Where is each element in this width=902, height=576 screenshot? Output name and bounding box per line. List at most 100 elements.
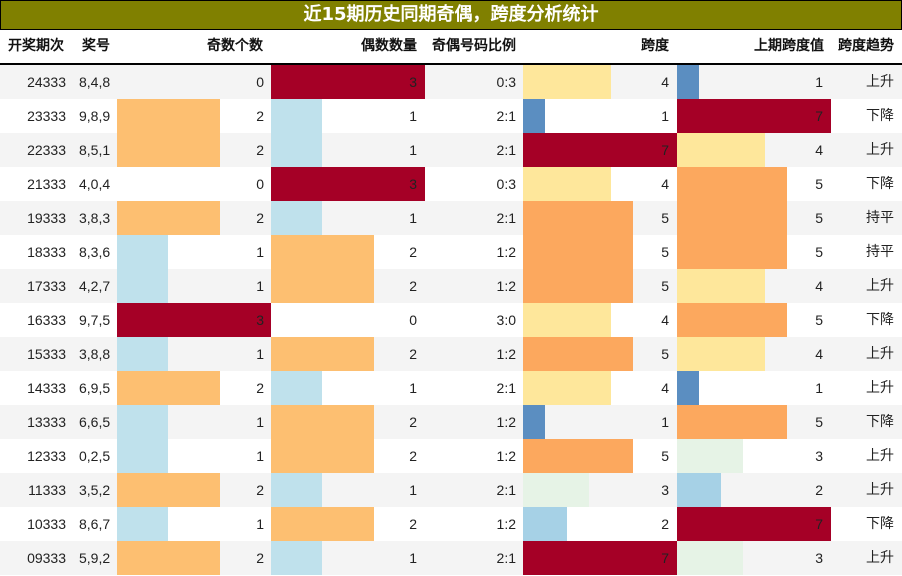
numbers-cell: 9,7,5	[79, 312, 111, 328]
trend-cell: 上升	[866, 346, 894, 362]
numbers-cell: 9,8,9	[79, 108, 111, 124]
even-count-cell: 2	[409, 516, 417, 532]
even-count-cell: 2	[409, 244, 417, 260]
prev-span-cell: 1	[815, 380, 823, 396]
even-count-cell: 1	[409, 380, 417, 396]
span-cell: 7	[661, 550, 669, 566]
prev-span-bar	[677, 65, 699, 99]
odd-count-cell: 0	[256, 74, 264, 90]
table-row[interactable]: 16333 9,7,5 3 0 3:0 4 5 下降	[0, 303, 902, 337]
numbers-cell: 4,0,4	[79, 176, 111, 192]
table-row[interactable]: 15333 3,8,8 1 2 1:2 5 4 上升	[0, 337, 902, 371]
span-bar	[523, 65, 611, 99]
prev-span-cell: 5	[815, 414, 823, 430]
odd-count-cell: 2	[256, 380, 264, 396]
even-count-cell: 2	[409, 448, 417, 464]
even-count-bar	[271, 99, 322, 133]
header-ratio[interactable]: 奇偶号码比例	[432, 38, 516, 54]
prev-span-cell: 7	[815, 108, 823, 124]
table-row[interactable]: 10333 8,6,7 1 2 1:2 2 7 下降	[0, 507, 902, 541]
span-cell: 5	[661, 346, 669, 362]
ratio-cell: 3:0	[496, 312, 516, 328]
table-header: 开奖期次 奖号 奇数个数 偶数数量 奇偶号码比例 跨度 上期跨度值 跨度趋势	[0, 30, 902, 65]
odd-count-bar	[117, 507, 168, 541]
numbers-cell: 8,3,6	[79, 244, 111, 260]
odd-count-bar	[117, 201, 220, 235]
numbers-cell: 0,2,5	[79, 448, 111, 464]
trend-cell: 上升	[866, 482, 894, 498]
span-cell: 4	[661, 74, 669, 90]
odd-count-cell: 2	[256, 108, 264, 124]
even-count-cell: 2	[409, 414, 417, 430]
numbers-cell: 3,5,2	[79, 482, 111, 498]
header-prev-span[interactable]: 上期跨度值	[754, 38, 824, 54]
odd-count-cell: 1	[256, 414, 264, 430]
header-period[interactable]: 开奖期次	[8, 38, 64, 54]
period-cell: 09333	[27, 550, 66, 566]
span-cell: 4	[661, 380, 669, 396]
odd-count-cell: 1	[256, 448, 264, 464]
header-odd-count[interactable]: 奇数个数	[207, 38, 263, 54]
period-cell: 18333	[27, 244, 66, 260]
table-row[interactable]: 24333 8,4,8 0 3 0:3 4 1 上升	[0, 65, 902, 99]
span-bar	[523, 473, 589, 507]
numbers-cell: 6,9,5	[79, 380, 111, 396]
odd-count-bar	[117, 337, 168, 371]
odd-count-bar	[117, 473, 220, 507]
span-bar	[523, 371, 611, 405]
table-row[interactable]: 14333 6,9,5 2 1 2:1 4 1 上升	[0, 371, 902, 405]
even-count-cell: 1	[409, 142, 417, 158]
period-cell: 23333	[27, 108, 66, 124]
numbers-cell: 8,5,1	[79, 142, 111, 158]
period-cell: 14333	[27, 380, 66, 396]
even-count-bar	[271, 473, 322, 507]
header-even-count[interactable]: 偶数数量	[361, 38, 417, 54]
span-cell: 5	[661, 244, 669, 260]
period-cell: 22333	[27, 142, 66, 158]
table-row[interactable]: 23333 9,8,9 2 1 2:1 1 7 下降	[0, 99, 902, 133]
trend-cell: 下降	[866, 312, 894, 328]
even-count-cell: 3	[409, 176, 417, 192]
span-bar	[523, 541, 677, 575]
table-row[interactable]: 09333 5,9,2 2 1 2:1 7 3 上升	[0, 541, 902, 575]
prev-span-bar	[677, 371, 699, 405]
ratio-cell: 2:1	[496, 210, 516, 226]
ratio-cell: 2:1	[496, 108, 516, 124]
span-cell: 2	[661, 516, 669, 532]
header-numbers[interactable]: 奖号	[82, 38, 110, 54]
odd-count-cell: 1	[256, 244, 264, 260]
span-bar	[523, 303, 611, 337]
table-row[interactable]: 22333 8,5,1 2 1 2:1 7 4 上升	[0, 133, 902, 167]
table-row[interactable]: 18333 8,3,6 1 2 1:2 5 5 持平	[0, 235, 902, 269]
even-count-cell: 1	[409, 550, 417, 566]
odd-count-bar	[117, 235, 168, 269]
trend-cell: 持平	[866, 210, 894, 226]
prev-span-cell: 4	[815, 142, 823, 158]
prev-span-bar	[677, 133, 765, 167]
prev-span-bar	[677, 507, 831, 541]
trend-cell: 上升	[866, 74, 894, 90]
span-cell: 5	[661, 210, 669, 226]
header-span[interactable]: 跨度	[641, 38, 669, 54]
table-row[interactable]: 13333 6,6,5 1 2 1:2 1 5 下降	[0, 405, 902, 439]
prev-span-bar	[677, 235, 787, 269]
trend-cell: 上升	[866, 278, 894, 294]
odd-count-bar	[117, 133, 220, 167]
table-row[interactable]: 21333 4,0,4 0 3 0:3 4 5 下降	[0, 167, 902, 201]
ratio-cell: 0:3	[496, 176, 516, 192]
ratio-cell: 1:2	[496, 414, 516, 430]
period-cell: 11333	[28, 482, 66, 498]
odd-count-bar	[117, 371, 220, 405]
span-bar	[523, 337, 633, 371]
period-cell: 19333	[27, 210, 66, 226]
odd-count-bar	[117, 439, 168, 473]
table-row[interactable]: 19333 3,8,3 2 1 2:1 5 5 持平	[0, 201, 902, 235]
period-cell: 16333	[27, 312, 66, 328]
even-count-cell: 3	[409, 74, 417, 90]
header-trend[interactable]: 跨度趋势	[838, 38, 894, 54]
table-row[interactable]: 17333 4,2,7 1 2 1:2 5 4 上升	[0, 269, 902, 303]
table-row[interactable]: 11333 3,5,2 2 1 2:1 3 2 上升	[0, 473, 902, 507]
odd-count-cell: 3	[256, 312, 264, 328]
table-row[interactable]: 12333 0,2,5 1 2 1:2 5 3 上升	[0, 439, 902, 473]
prev-span-bar	[677, 303, 787, 337]
